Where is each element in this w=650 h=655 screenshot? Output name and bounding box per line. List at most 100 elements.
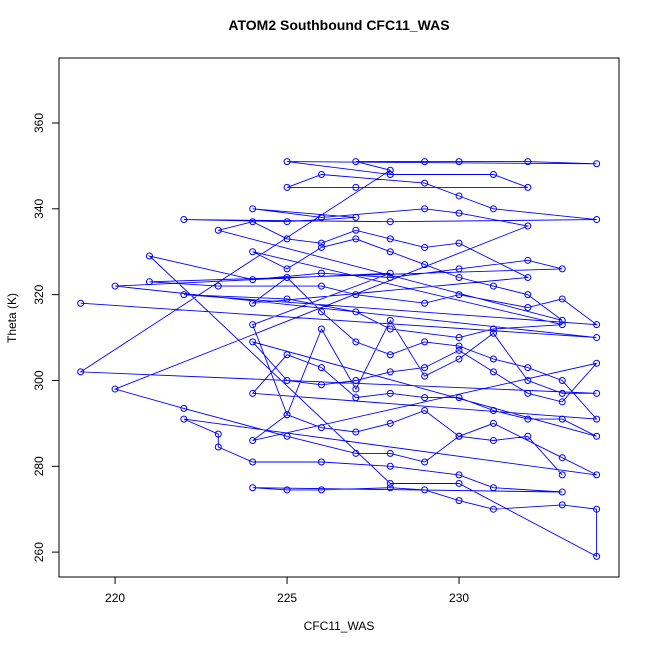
data-point [180,404,188,412]
data-point [524,256,532,264]
data-point [386,218,394,226]
data-point [249,338,257,346]
data-point [214,282,222,290]
data-point [283,486,291,494]
data-point [455,479,463,487]
data-point [145,278,153,286]
data-point [421,243,429,251]
data-point [386,368,394,376]
y-tick-label: 300 [32,370,46,390]
data-point [386,171,394,179]
data-point [77,368,85,376]
data-point [386,449,394,457]
data-point [558,415,566,423]
data-point [249,276,257,284]
data-point [489,368,497,376]
data-point [455,355,463,363]
data-point [386,479,394,487]
data-point [455,265,463,273]
data-point [249,389,257,397]
data-point [249,321,257,329]
data-point [489,437,497,445]
data-point [249,218,257,226]
data-point [593,160,601,168]
data-point [455,239,463,247]
data-point [593,552,601,560]
data-point [352,235,360,243]
data-point [524,432,532,440]
data-point [455,209,463,217]
data-point [180,415,188,423]
data-point [524,183,532,191]
data-point [249,205,257,213]
data-point [180,291,188,299]
data-point [421,338,429,346]
data-point [249,248,257,256]
data-point [317,269,325,277]
y-axis-label: Theta (K) [5,293,19,343]
data-point [489,171,497,179]
data-point [283,376,291,384]
data-point [317,282,325,290]
data-point [283,273,291,281]
data-point [283,432,291,440]
data-point [352,385,360,393]
data-point [386,316,394,324]
data-point [283,218,291,226]
data-point [489,329,497,337]
data-point [249,299,257,307]
data-point [489,407,497,415]
data-point [386,269,394,277]
data-point [455,346,463,354]
data-point [489,505,497,513]
data-point [386,248,394,256]
x-tick-label: 225 [277,591,297,605]
data-point [317,171,325,179]
data-point [352,226,360,234]
data-point [455,471,463,479]
y-tick-label: 340 [32,198,46,218]
data-point [352,338,360,346]
data-point [558,295,566,303]
data-point [558,488,566,496]
data-point [489,419,497,427]
data-point [283,235,291,243]
data-point [455,497,463,505]
data-point [455,158,463,166]
data-point [421,261,429,269]
data-point [558,389,566,397]
data-point [145,252,153,260]
data-point [421,364,429,372]
data-point [352,308,360,316]
data-point [283,295,291,303]
data-point [317,458,325,466]
data-point [421,372,429,380]
x-axis-label: CFC11_WAS [304,619,375,633]
data-point [352,376,360,384]
data-point [558,376,566,384]
data-point [593,334,601,342]
data-point [317,239,325,247]
data-point [455,334,463,342]
data-line [79,161,599,558]
data-point [421,158,429,166]
data-point [455,342,463,350]
data-point [111,282,119,290]
data-point [593,415,601,423]
data-point [386,273,394,281]
data-point [558,321,566,329]
data-point [489,484,497,492]
data-point [455,192,463,200]
data-point [352,291,360,299]
data-point [317,243,325,251]
data-point [455,394,463,402]
data-point [214,430,222,438]
data-point [386,235,394,243]
chart-title: ATOM2 Southbound CFC11_WAS [228,17,449,33]
y-tick-label: 320 [32,284,46,304]
data-point [593,321,601,329]
data-point [317,213,325,221]
data-point [558,316,566,324]
data-point [249,484,257,492]
